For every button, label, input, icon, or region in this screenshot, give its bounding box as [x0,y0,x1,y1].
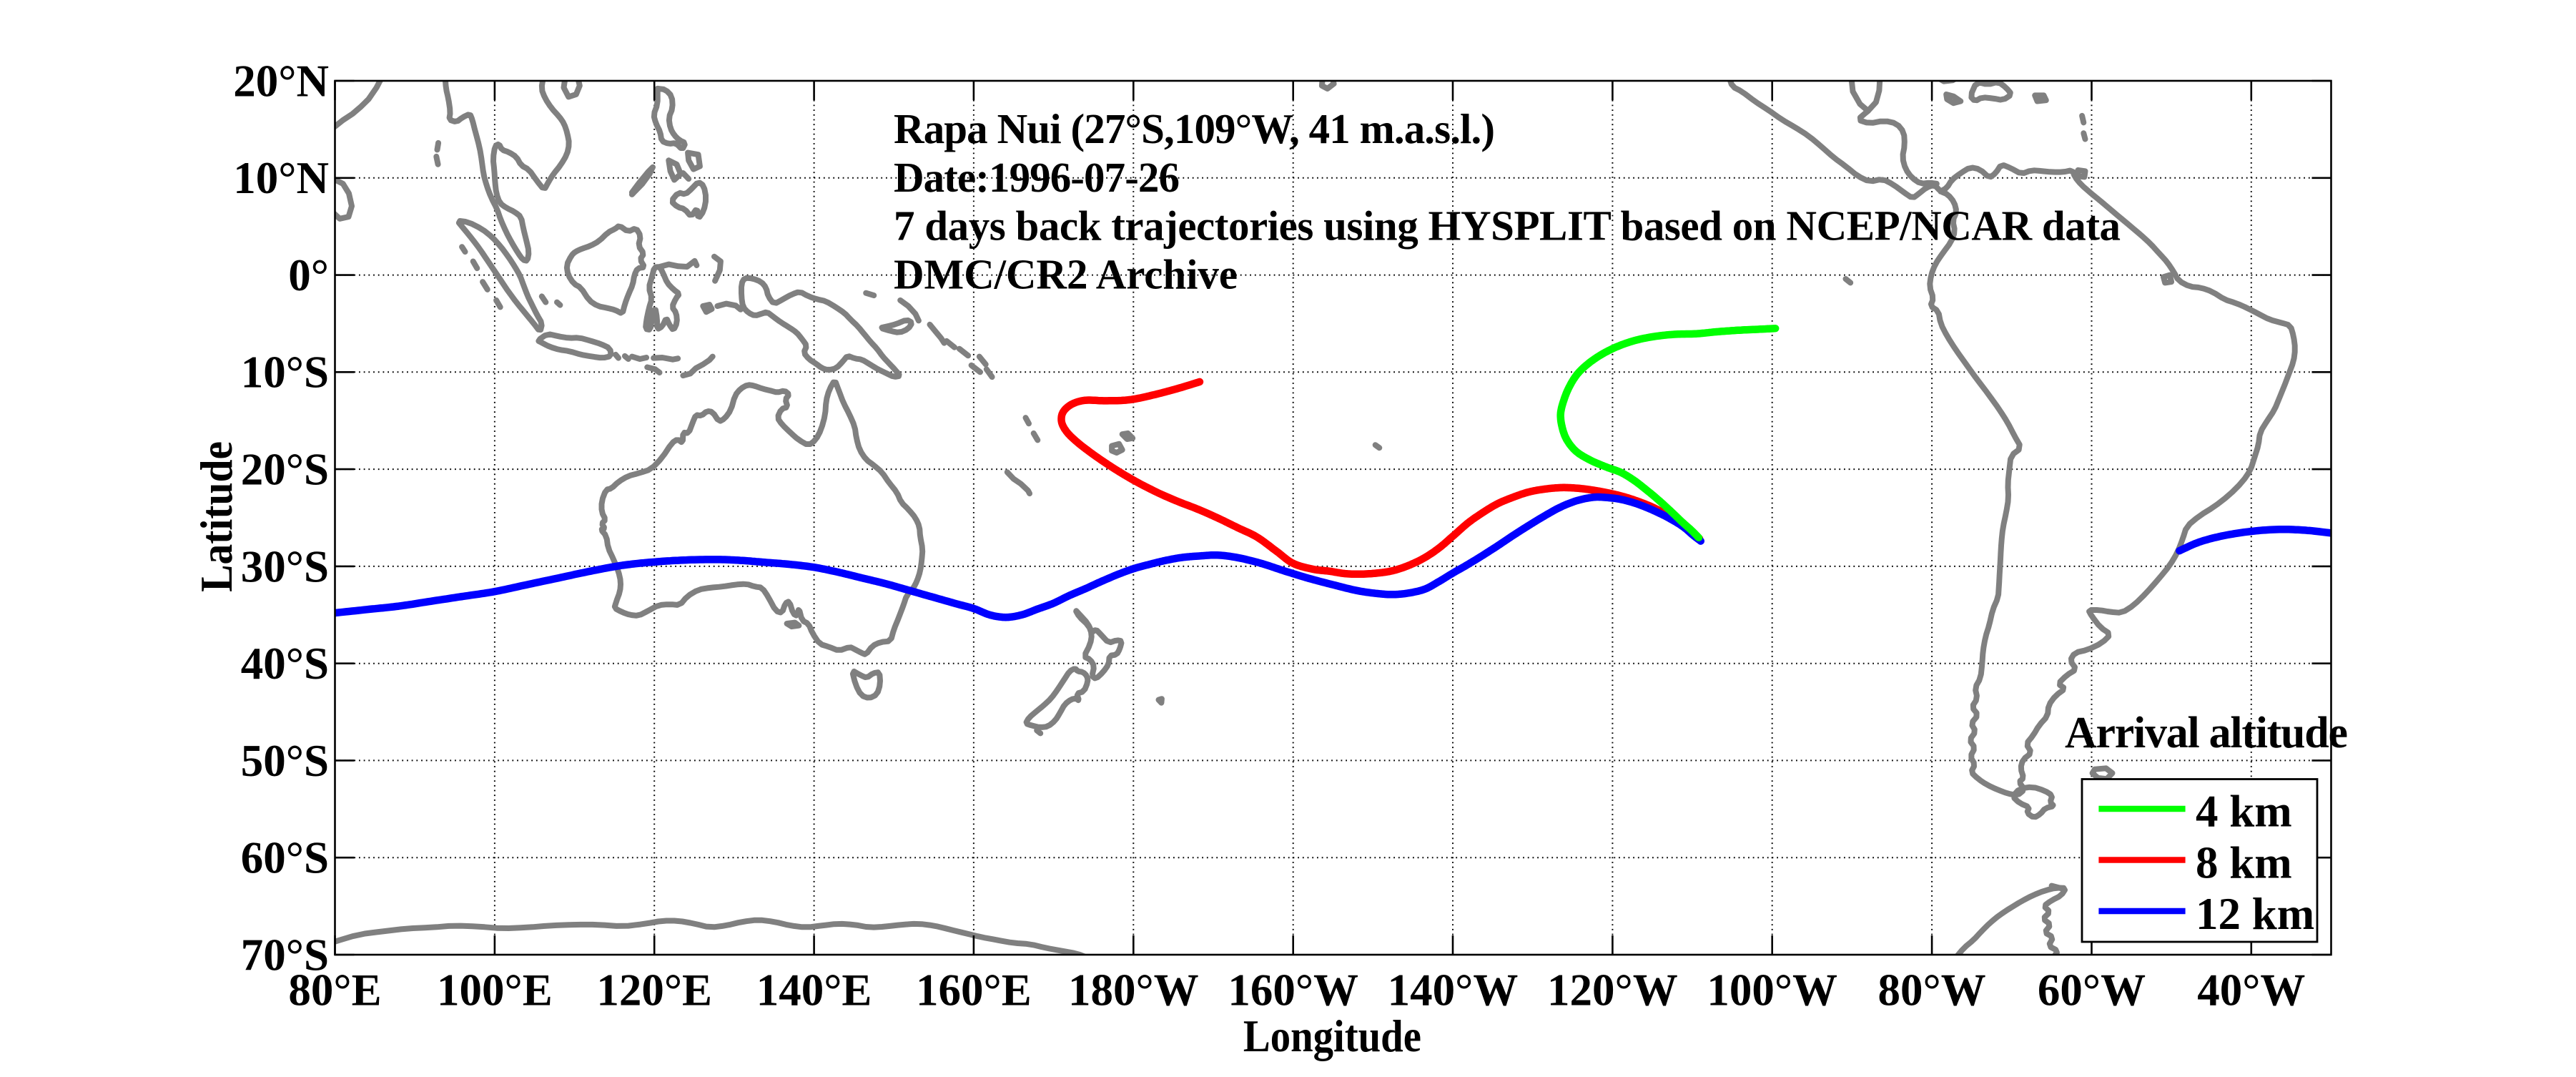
svg-text:100°W: 100°W [1707,965,1837,1015]
svg-text:40°W: 40°W [2197,965,2305,1015]
svg-text:20°N: 20°N [233,56,329,106]
svg-text:100°E: 100°E [437,965,553,1015]
svg-text:Longitude: Longitude [1243,1011,1421,1061]
svg-text:140°W: 140°W [1388,965,1519,1015]
svg-text:80°E: 80°E [288,965,381,1015]
svg-text:30°S: 30°S [241,541,329,591]
svg-text:180°W: 180°W [1068,965,1199,1015]
svg-text:20°S: 20°S [241,445,329,495]
svg-text:160°E: 160°E [916,965,1032,1015]
svg-text:10°N: 10°N [233,153,329,203]
svg-text:120°E: 120°E [596,965,712,1015]
svg-text:160°W: 160°W [1228,965,1358,1015]
svg-text:120°W: 120°W [1547,965,1678,1015]
svg-text:80°W: 80°W [1877,965,1985,1015]
svg-text:Arrival altitude: Arrival altitude [2065,709,2348,757]
svg-text:Date:1996-07-26: Date:1996-07-26 [894,154,1180,201]
svg-text:12 km: 12 km [2196,889,2314,939]
svg-text:0°: 0° [288,250,329,300]
svg-text:7 days back trajectories using: 7 days back trajectories using HYSPLIT b… [894,202,2121,250]
svg-text:60°W: 60°W [2038,965,2146,1015]
svg-text:Latitude: Latitude [192,441,242,592]
svg-text:140°E: 140°E [756,965,872,1015]
svg-text:50°S: 50°S [241,736,329,786]
svg-text:DMC/CR2 Archive: DMC/CR2 Archive [894,250,1238,297]
svg-text:40°S: 40°S [241,639,329,689]
svg-text:60°S: 60°S [241,833,329,883]
svg-text:8 km: 8 km [2196,837,2292,887]
svg-text:Rapa Nui (27°S,109°W, 41 m.a.s: Rapa Nui (27°S,109°W, 41 m.a.s.l.) [894,105,1495,152]
svg-text:4 km: 4 km [2196,787,2292,837]
svg-text:70°S: 70°S [241,930,329,980]
svg-text:10°S: 10°S [241,348,329,398]
